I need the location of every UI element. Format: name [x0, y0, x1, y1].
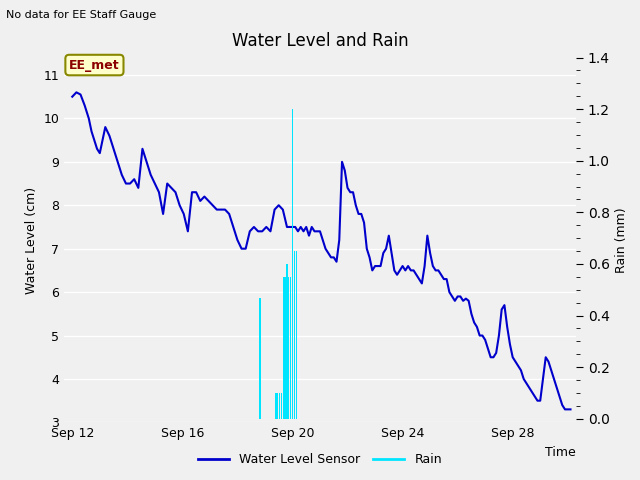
Text: EE_met: EE_met	[69, 59, 120, 72]
Bar	[277, 393, 278, 419]
Bar	[294, 251, 295, 419]
Bar	[259, 298, 260, 419]
Bar	[279, 393, 280, 419]
Bar	[281, 393, 282, 419]
Bar	[290, 277, 291, 419]
X-axis label: Time: Time	[545, 446, 576, 459]
Bar	[292, 109, 293, 419]
Bar	[275, 393, 276, 419]
Y-axis label: Rain (mm): Rain (mm)	[616, 207, 628, 273]
Legend: Water Level Sensor, Rain: Water Level Sensor, Rain	[193, 448, 447, 471]
Title: Water Level and Rain: Water Level and Rain	[232, 33, 408, 50]
Bar	[283, 277, 284, 419]
Y-axis label: Water Level (cm): Water Level (cm)	[25, 186, 38, 294]
Text: No data for EE Staff Gauge: No data for EE Staff Gauge	[6, 10, 157, 20]
